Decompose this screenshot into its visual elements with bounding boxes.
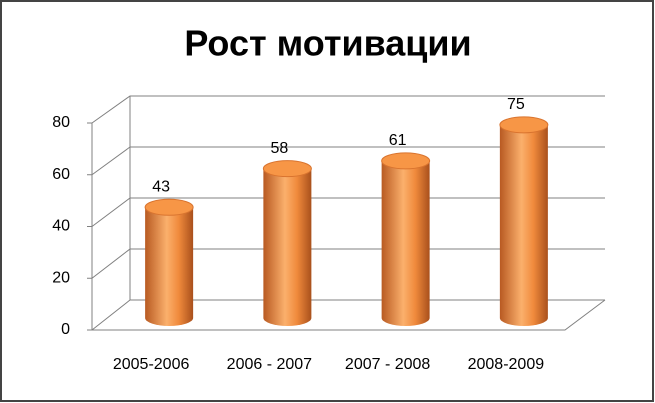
y-tick-label: 80 <box>52 114 70 131</box>
value-label: 43 <box>152 178 170 195</box>
floor <box>92 299 606 331</box>
grid-line <box>91 146 605 176</box>
y-tick-label: 40 <box>52 218 70 235</box>
value-label: 75 <box>507 96 525 113</box>
x-tick-label: 2008-2009 <box>468 356 545 373</box>
x-tick-label: 2005-2006 <box>113 356 190 373</box>
bar <box>381 160 430 326</box>
x-tick-label: 2007 - 2008 <box>345 356 431 373</box>
bar-top <box>381 152 431 170</box>
grid-line <box>91 197 605 227</box>
y-tick-label: 0 <box>61 321 70 338</box>
y-tick-label: 20 <box>52 269 70 286</box>
bar-top <box>144 198 194 216</box>
bar-top <box>262 160 312 178</box>
x-tick-label: 2006 - 2007 <box>227 356 313 373</box>
grid-line <box>91 248 605 279</box>
bar <box>499 124 548 326</box>
chart-title: Рост мотивации <box>184 23 471 64</box>
bar <box>145 207 194 326</box>
y-tick-label: 60 <box>52 166 70 183</box>
bar-top <box>499 116 549 134</box>
grid-line <box>91 299 605 331</box>
bar <box>263 168 312 326</box>
value-label: 61 <box>389 132 407 149</box>
grid-line <box>91 95 605 124</box>
value-label: 58 <box>270 140 288 157</box>
